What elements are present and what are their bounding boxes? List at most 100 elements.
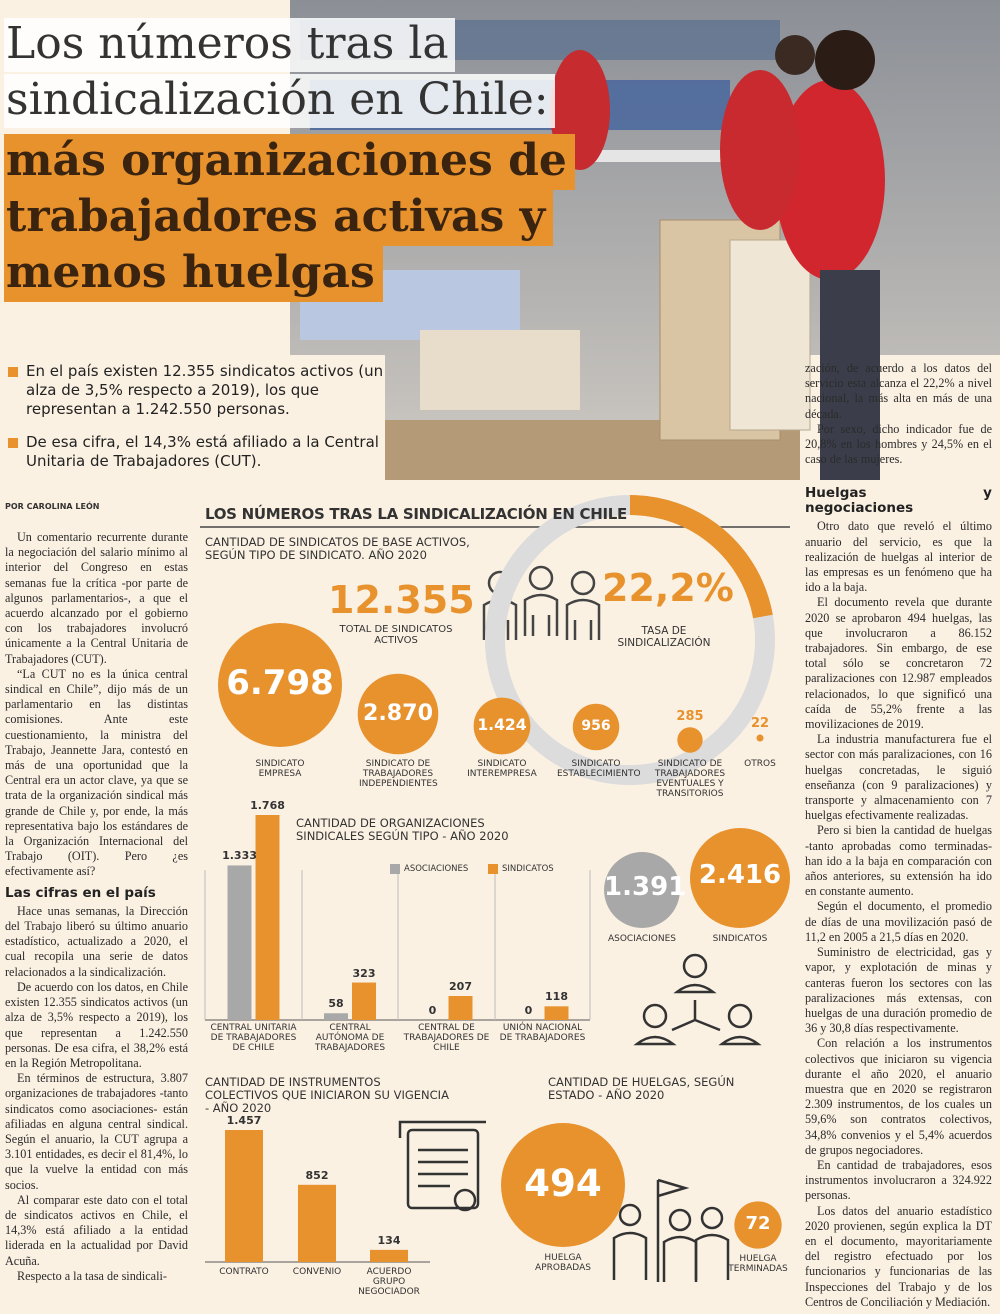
bar <box>227 865 252 1020</box>
chart-subtitle: CANTIDAD DE ORGANIZACIONES SINDICALES SE… <box>296 816 509 843</box>
bubble-label: SINDICATO DE TRABAJADORES EVENTUALES Y T… <box>654 759 726 799</box>
bar <box>324 1013 348 1020</box>
infographic-title: LOS NÚMEROS TRAS LA SINDICALIZACIÓN EN C… <box>205 505 627 523</box>
bubble-value: 1.424 <box>477 715 527 734</box>
category-label: CENTRAL AUTÓNOMA DE TRABAJADORES <box>314 1023 386 1053</box>
bar <box>298 1184 336 1262</box>
bar-value: 323 <box>352 966 376 980</box>
category-label: ACUERDO GRUPO NEGOCIADOR <box>358 1267 420 1297</box>
bubble <box>572 703 620 751</box>
strike-bubble <box>734 1201 782 1249</box>
legend-label: SINDICATOS <box>502 864 554 874</box>
rate-value: 22,2% <box>602 566 734 610</box>
bar <box>255 815 280 1020</box>
bar-value: 1.768 <box>250 799 285 812</box>
chart-subtitle: CANTIDAD DE HUELGAS, SEGÚN ESTADO - AÑO … <box>548 1075 735 1102</box>
bubble-value: 22 <box>750 716 770 732</box>
bubble-value: 2.870 <box>362 699 433 726</box>
bar <box>370 1249 408 1262</box>
section-heading: Huelgas y negociaciones <box>805 485 992 517</box>
bubble-value: 956 <box>581 717 611 734</box>
highlight-line: más organizaciones de <box>4 134 575 190</box>
bar <box>448 995 473 1020</box>
paragraph: El documento revela que durante 2020 se … <box>805 595 992 732</box>
paragraph: Un comentario recurrente durante la nego… <box>5 530 188 666</box>
paragraph: La industria manufacturera fue el sector… <box>805 732 992 823</box>
bar-value: 1.457 <box>226 1114 262 1127</box>
paragraph: Según el documento, el promedio de días … <box>805 899 992 944</box>
title-line: Los números tras la <box>4 18 455 72</box>
bar-value: 118 <box>545 990 568 1004</box>
bubble <box>218 623 342 747</box>
chart-subtitle: CANTIDAD DE INSTRUMENTOS COLECTIVOS QUE … <box>205 1075 449 1115</box>
bullet: En el país existen 12.355 sindicatos act… <box>8 362 398 419</box>
bubble <box>677 727 703 753</box>
section-heading: Las cifras en el país <box>5 884 156 901</box>
strike-bubble <box>501 1123 625 1247</box>
bar-value: 0 <box>524 1004 533 1017</box>
bubble-label: SINDICATO ESTABLECIMIENTO <box>557 759 641 779</box>
strike-label: HUELGA APROBADAS <box>535 1253 591 1273</box>
byline: POR CAROLINA LEÓN <box>5 502 100 511</box>
bar <box>225 1130 263 1262</box>
bar <box>544 1006 569 1020</box>
paragraph: De acuerdo con los datos, en Chile exist… <box>5 979 188 1070</box>
category-label: CENTRAL DE TRABAJADORES DE CHILE <box>403 1023 490 1053</box>
bubble <box>473 697 531 755</box>
paragraph: Al comparar este dato con el total de si… <box>5 1192 188 1268</box>
bar-value: 852 <box>305 1168 329 1182</box>
bubble-label: SINDICATO EMPRESA <box>255 759 305 779</box>
paragraph: Por sexo, dicho indicador fue de 20,8% e… <box>805 421 992 467</box>
category-label: CONVENIO <box>292 1267 342 1277</box>
right-column: Huelgas y negociaciones Otro dato que rev… <box>805 480 992 1310</box>
highlight-line: menos huelgas <box>4 246 383 302</box>
total-value: 12.355 <box>328 578 475 622</box>
category-label: UNIÓN NACIONAL DE TRABAJADORES <box>499 1023 586 1043</box>
document-icon <box>398 1120 486 1212</box>
legend-swatch <box>488 864 498 874</box>
strike-value: 494 <box>524 1160 602 1205</box>
total-label: TOTAL DE SINDICATOS ACTIVOS <box>339 624 453 646</box>
paragraph: Suministro de electricidad, gas y vapor,… <box>805 945 992 1036</box>
strike-label: HUELGA TERMINADAS <box>728 1254 788 1274</box>
paragraph: zación, de acuerdo a los datos del servi… <box>805 361 992 421</box>
paragraph: En términos de estructura, 3.807 organiz… <box>5 1071 188 1192</box>
bubble <box>756 734 764 742</box>
total-bubble-label: ASOCIACIONES <box>607 934 677 944</box>
total-bubble-value: 1.391 <box>604 872 687 902</box>
bubble-label: OTROS <box>744 759 776 769</box>
bar-value: 134 <box>377 1233 401 1247</box>
bubble-value: 6.798 <box>226 662 334 703</box>
legend-label: ASOCIACIONES <box>404 864 469 874</box>
bar-value: 207 <box>449 979 472 993</box>
title-line: sindicalización en Chile: <box>4 74 555 128</box>
paragraph: Otro dato que reveló el último anuario d… <box>805 519 992 595</box>
paragraph: Los datos del anuario estadístico 2020 p… <box>805 1203 992 1309</box>
legend-swatch <box>390 864 400 874</box>
chart-subtitle: CANTIDAD DE SINDICATOS DE BASE ACTIVOS, … <box>205 535 470 562</box>
total-bubble-value: 2.416 <box>698 860 782 890</box>
total-bubble-label: SINDICATOS <box>712 934 768 944</box>
category-label: CONTRATO <box>219 1267 269 1277</box>
strike-value: 72 <box>745 1213 771 1235</box>
bubble <box>357 673 439 755</box>
paragraph: En cantidad de trabajadores, esos instru… <box>805 1157 992 1203</box>
highlight-line: trabajadores activas y <box>4 190 554 246</box>
paragraph: Respecto a la tasa de sindicali- <box>17 1268 167 1283</box>
donut-arc <box>485 495 775 785</box>
bar <box>352 982 376 1020</box>
paragraph: Hace unas semanas, la Dirección del Trab… <box>5 903 188 979</box>
left-column: Un comentario recurrente durante la nego… <box>5 530 188 1312</box>
total-bubble <box>690 828 790 928</box>
category-label: CENTRAL UNITARIA DE TRABAJADORES DE CHIL… <box>210 1023 297 1053</box>
strike-icon <box>612 1178 730 1282</box>
bubble-value: 285 <box>676 709 704 725</box>
rate-label: TASA DE SINDICALIZACIÓN <box>617 625 711 649</box>
total-bubble <box>604 852 680 928</box>
bubble-label: SINDICATO DE TRABAJADORES INDEPENDIENTES <box>359 759 438 789</box>
paragraph: Con relación a los instrumentos colectiv… <box>805 1036 992 1157</box>
bar-value: 58 <box>328 997 344 1011</box>
